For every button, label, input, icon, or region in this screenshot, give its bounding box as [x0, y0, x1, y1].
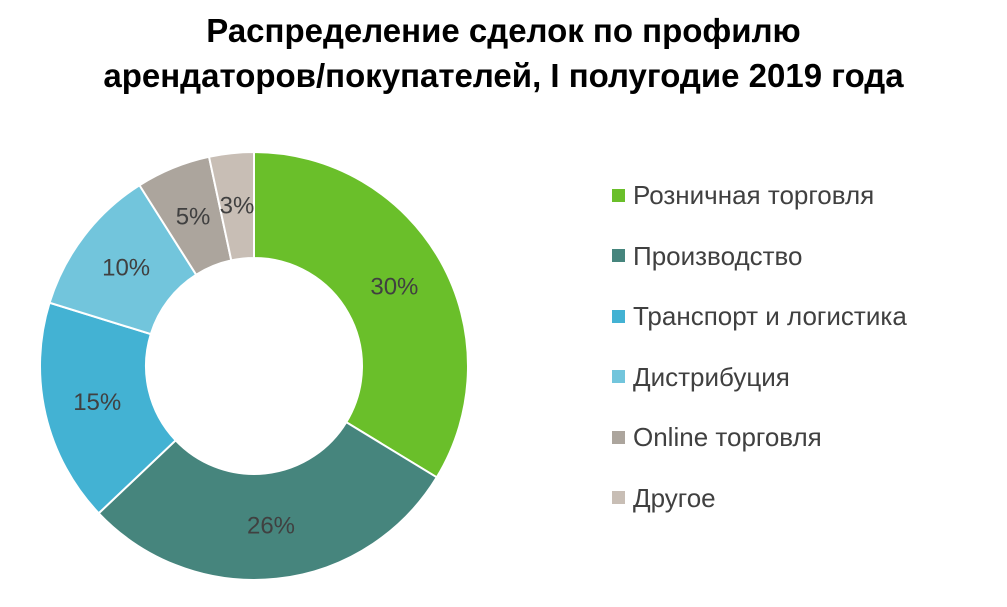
legend-label-6: Другое	[633, 482, 716, 513]
slice-label-4: 10%	[102, 255, 150, 282]
legend-label-4: Дистрибуция	[633, 361, 790, 392]
legend-label-2: Производство	[633, 240, 803, 271]
legend-item-4: Дистрибуция	[612, 352, 1002, 413]
legend-item-1: Розничная торговля	[612, 170, 1002, 231]
legend-label-5: Online торговля	[633, 422, 822, 452]
donut-slice-1	[253, 150, 469, 479]
legend-swatch-6	[612, 491, 625, 505]
legend-swatch-3	[612, 309, 625, 323]
slice-label-3: 15%	[73, 389, 121, 416]
donut-slice-2	[97, 420, 439, 581]
legend-item-6: Другое	[612, 473, 1002, 534]
slice-label-6: 3%	[220, 192, 255, 219]
legend-swatch-5	[612, 430, 625, 444]
donut-slices	[39, 150, 469, 581]
donut-labels: 30% 26% 15% 10% 5% 3%	[73, 192, 418, 539]
donut-slice-6	[207, 150, 255, 262]
legend-swatch-4	[612, 370, 625, 384]
chart-title-line-2: арендаторов/покупателей, I полугодие 201…	[103, 57, 904, 94]
chart-legend: Розничная торговля Производство Транспорт …	[612, 170, 1002, 533]
slice-label-5: 5%	[176, 203, 211, 230]
slice-label-1: 30%	[370, 274, 418, 301]
legend-swatch-2	[612, 249, 625, 263]
legend-label-1: Розничная торговля	[633, 180, 875, 210]
chart-title-line-1: Распределение сделок по профилю	[206, 12, 801, 49]
legend-label-3: Транспорт и логистика	[633, 301, 907, 331]
legend-item-5: Online торговля	[612, 412, 1002, 473]
donut-slice-3	[39, 301, 178, 515]
chart-title: Распределение сделок по профилю арендато…	[0, 8, 1007, 98]
slice-label-2: 26%	[247, 513, 295, 540]
legend-item-3: Транспорт и логистика	[612, 291, 1002, 352]
legend-item-2: Производство	[612, 231, 1002, 292]
legend-swatch-1	[612, 188, 625, 202]
